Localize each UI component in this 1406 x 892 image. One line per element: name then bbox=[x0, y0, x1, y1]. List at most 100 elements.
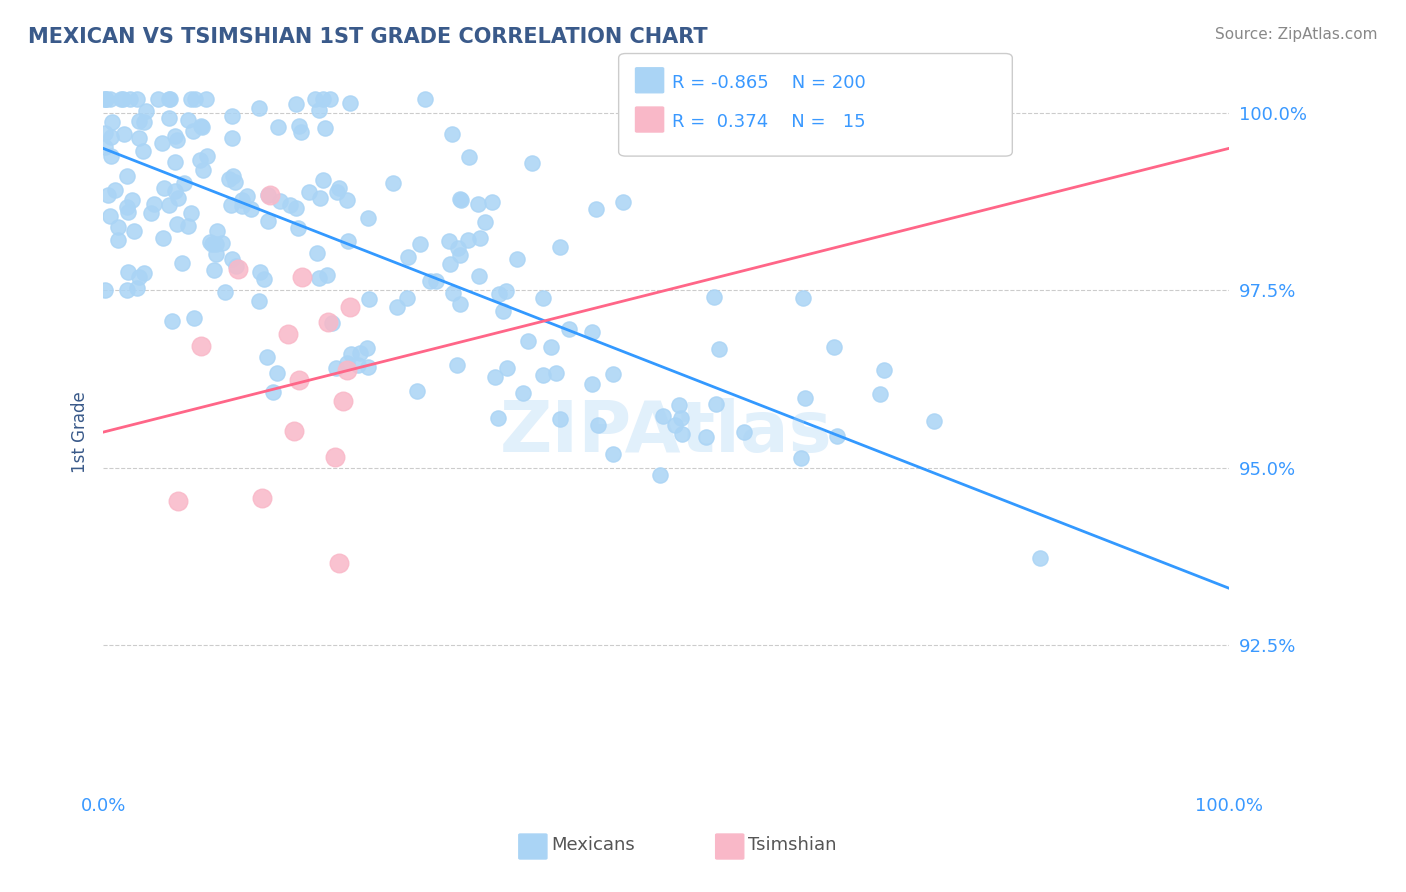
Point bbox=[142, 197, 165, 211]
Point bbox=[409, 237, 432, 252]
Point bbox=[252, 491, 274, 506]
Point bbox=[707, 342, 730, 356]
Point bbox=[443, 286, 465, 301]
Point bbox=[336, 193, 359, 207]
Point bbox=[159, 92, 181, 106]
Point bbox=[495, 284, 517, 298]
Point bbox=[467, 197, 489, 211]
Text: R =  0.374    N =   15: R = 0.374 N = 15 bbox=[672, 113, 866, 131]
Point bbox=[157, 92, 180, 106]
Point bbox=[167, 191, 190, 205]
Point bbox=[94, 126, 117, 140]
Point bbox=[135, 104, 157, 119]
Point bbox=[512, 386, 534, 401]
Point bbox=[180, 206, 202, 220]
Point bbox=[396, 250, 419, 264]
Point bbox=[671, 427, 693, 442]
Point bbox=[181, 124, 204, 138]
Point bbox=[125, 281, 148, 295]
Point bbox=[173, 176, 195, 190]
Point bbox=[450, 193, 472, 207]
Point bbox=[157, 197, 180, 211]
Point bbox=[221, 252, 243, 266]
Point bbox=[457, 150, 479, 164]
Point bbox=[253, 272, 276, 286]
Point bbox=[269, 194, 291, 208]
Point bbox=[94, 92, 117, 106]
Point bbox=[101, 115, 124, 129]
Point bbox=[180, 92, 202, 106]
Point bbox=[134, 267, 156, 281]
Point bbox=[332, 393, 354, 408]
Point bbox=[287, 220, 309, 235]
Point bbox=[328, 181, 350, 195]
Point bbox=[733, 425, 755, 439]
Point bbox=[385, 300, 408, 314]
Point bbox=[520, 156, 543, 170]
Point bbox=[132, 144, 155, 158]
Point bbox=[198, 235, 221, 250]
Point bbox=[405, 384, 427, 398]
Point bbox=[381, 176, 404, 190]
Point bbox=[195, 149, 218, 163]
Point bbox=[347, 359, 370, 373]
Point bbox=[437, 235, 460, 249]
Point bbox=[117, 265, 139, 279]
Point bbox=[221, 198, 243, 212]
Point bbox=[221, 131, 243, 145]
Point bbox=[128, 269, 150, 284]
Point bbox=[127, 92, 149, 106]
Point bbox=[190, 339, 212, 353]
Point bbox=[703, 290, 725, 304]
Point bbox=[146, 92, 169, 106]
Point bbox=[873, 363, 896, 377]
Point bbox=[190, 119, 212, 133]
Point bbox=[257, 214, 280, 228]
Text: Tsimshian: Tsimshian bbox=[748, 836, 837, 854]
Point bbox=[117, 205, 139, 219]
Point bbox=[172, 255, 194, 269]
Point bbox=[546, 366, 568, 380]
Point bbox=[339, 300, 361, 314]
Point bbox=[319, 92, 342, 106]
Point bbox=[247, 101, 270, 115]
Point bbox=[240, 202, 263, 217]
Point bbox=[447, 241, 470, 255]
Point bbox=[218, 171, 240, 186]
Point bbox=[581, 376, 603, 391]
Point bbox=[309, 191, 332, 205]
Point bbox=[132, 115, 155, 129]
Point bbox=[531, 292, 554, 306]
Point bbox=[357, 292, 380, 306]
Point bbox=[277, 327, 299, 342]
Point bbox=[121, 193, 143, 207]
Y-axis label: 1st Grade: 1st Grade bbox=[72, 392, 89, 473]
Point bbox=[650, 468, 672, 483]
Point bbox=[107, 220, 129, 235]
Point bbox=[115, 283, 138, 297]
Point bbox=[202, 263, 225, 277]
Point bbox=[304, 92, 326, 106]
Point bbox=[602, 447, 624, 461]
Point bbox=[112, 127, 135, 141]
Point bbox=[214, 285, 236, 299]
Point bbox=[425, 274, 447, 288]
Point bbox=[457, 234, 479, 248]
Point bbox=[474, 215, 496, 229]
Text: Source: ZipAtlas.com: Source: ZipAtlas.com bbox=[1215, 27, 1378, 42]
Point bbox=[439, 257, 461, 271]
Point bbox=[328, 556, 350, 570]
Point bbox=[339, 95, 361, 110]
Point bbox=[669, 411, 692, 425]
Point bbox=[191, 120, 214, 134]
Point bbox=[177, 219, 200, 234]
Point bbox=[449, 297, 471, 311]
Point bbox=[325, 361, 347, 376]
Point bbox=[419, 274, 441, 288]
Point bbox=[486, 410, 509, 425]
Point bbox=[93, 284, 115, 298]
Point bbox=[117, 200, 139, 214]
Point bbox=[550, 412, 572, 426]
Point bbox=[139, 206, 162, 220]
Point bbox=[184, 92, 207, 106]
